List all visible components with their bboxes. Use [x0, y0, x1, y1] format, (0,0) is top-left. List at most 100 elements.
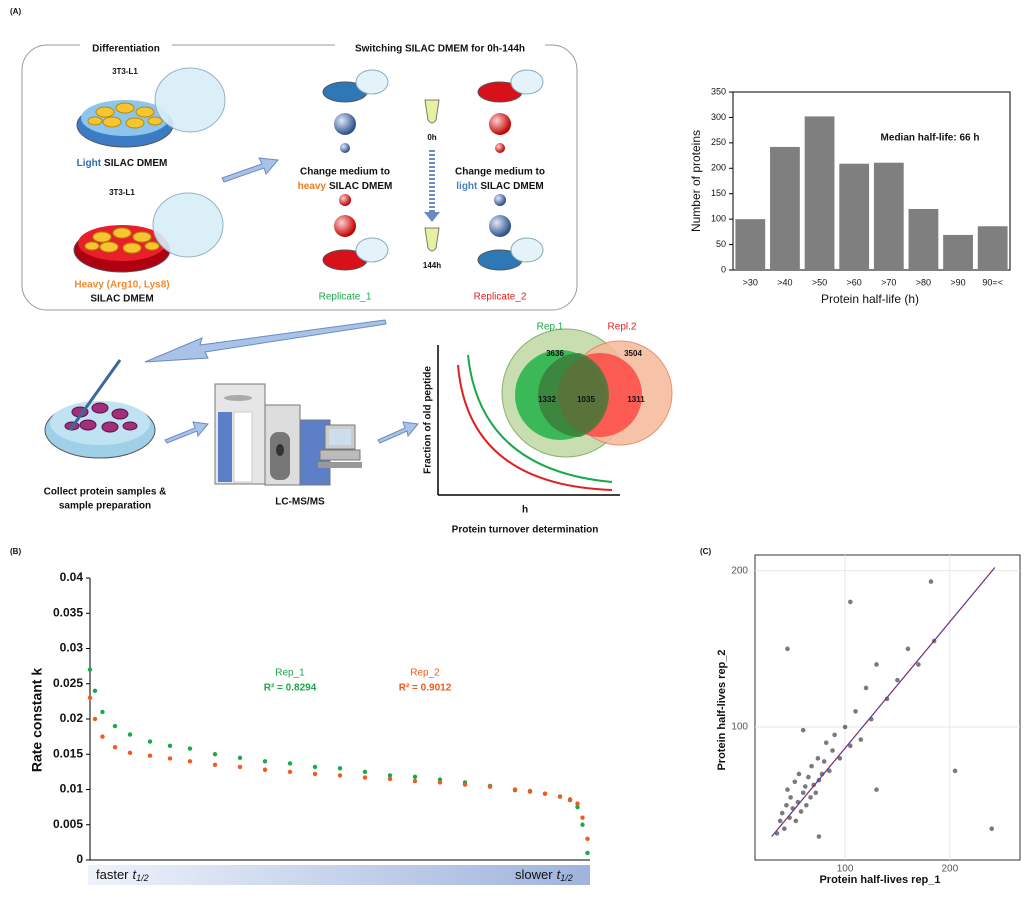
- point: [800, 727, 806, 733]
- point: [928, 579, 934, 584]
- x-tick-label: >70: [881, 277, 896, 287]
- text: light SILAC DMEM: [456, 181, 543, 192]
- arrow: [221, 157, 279, 183]
- point: [848, 743, 853, 749]
- point: [848, 599, 853, 605]
- point: [788, 795, 793, 800]
- y-tick-label: 0: [76, 852, 83, 866]
- x-tick-label: >80: [916, 277, 931, 287]
- text: heavy: [298, 181, 327, 192]
- point: [312, 771, 318, 777]
- point: [895, 677, 900, 683]
- point: [580, 822, 585, 827]
- venn-count: 3504: [624, 349, 642, 358]
- panel-a: (A) Differentiation Switching SILAC DMEM…: [10, 7, 673, 536]
- x-tick-label: 90=<: [982, 277, 1003, 287]
- point: [412, 778, 418, 784]
- point: [462, 782, 468, 787]
- text: h: [522, 505, 528, 516]
- point: [784, 802, 789, 808]
- y-axis-label: Number of proteins: [689, 130, 703, 232]
- y-axis-label: Protein half-lives rep_2: [716, 649, 728, 770]
- text: Light SILAC DMEM: [77, 158, 168, 169]
- point: [575, 801, 580, 806]
- point: [127, 732, 133, 737]
- text: Collect protein samples &: [44, 487, 167, 498]
- point: [792, 779, 798, 785]
- point: [312, 764, 318, 770]
- point: [782, 826, 787, 832]
- point: [167, 743, 173, 748]
- y-tick-label: 200: [731, 565, 748, 576]
- point: [802, 784, 808, 789]
- text: SILAC DMEM: [329, 181, 392, 192]
- arrow: [377, 421, 419, 444]
- y-tick-label: 0.025: [53, 676, 83, 690]
- text: Switching SILAC DMEM for 0h-144h: [355, 44, 525, 55]
- bar: [943, 234, 973, 270]
- point: [809, 763, 814, 769]
- y-tick-label: 0.02: [60, 711, 84, 725]
- y-tick-label: 300: [711, 112, 726, 122]
- y-tick-label: 0: [721, 264, 726, 274]
- y-tick-label: 0.04: [60, 570, 84, 584]
- point: [863, 685, 869, 691]
- point: [785, 646, 790, 652]
- text: Protein turnover determination: [452, 525, 599, 536]
- point: [567, 797, 573, 802]
- point: [808, 795, 813, 800]
- y-tick-label: 0.03: [60, 641, 84, 655]
- point: [777, 818, 783, 824]
- point: [287, 761, 293, 766]
- point: [832, 732, 837, 738]
- text: 144h: [423, 261, 441, 270]
- text: light: [456, 181, 478, 192]
- point: [853, 709, 858, 714]
- speed-label: faster t1/2: [96, 867, 149, 883]
- y-tick-label: 350: [711, 86, 726, 96]
- speed-bar: [88, 865, 590, 885]
- text: faster: [96, 867, 129, 882]
- point: [287, 769, 293, 775]
- point: [212, 762, 218, 768]
- series-name: Rep_1: [275, 668, 305, 679]
- point: [542, 791, 548, 796]
- y-axis-label: Rate constant k: [29, 668, 45, 772]
- y-tick-label: 100: [711, 214, 726, 224]
- arrow: [164, 421, 209, 444]
- point: [412, 774, 418, 780]
- series-r2: R² = 0.9012: [399, 683, 452, 694]
- text: Light: [77, 158, 102, 169]
- venn: [501, 328, 673, 458]
- point: [237, 764, 243, 770]
- point: [262, 767, 268, 772]
- collect-dish: [44, 359, 156, 459]
- bar: [770, 146, 800, 270]
- point: [167, 756, 173, 761]
- point: [87, 667, 93, 672]
- point: [262, 759, 268, 764]
- point: [437, 780, 443, 785]
- x-tick-label: >90: [950, 277, 965, 287]
- text: Change medium to: [300, 167, 390, 178]
- venn-count: 1332: [538, 395, 556, 404]
- bar: [804, 116, 835, 270]
- x-tick-label: >40: [777, 277, 792, 287]
- text: Heavy (Arg10, Lys8): [74, 280, 169, 291]
- text: 1/2: [560, 873, 573, 883]
- point: [798, 809, 804, 814]
- x-tick-label: 100: [837, 864, 854, 875]
- venn-count: 3636: [546, 349, 564, 358]
- point: [512, 787, 518, 792]
- text: 3T3-L1: [112, 67, 138, 76]
- point: [92, 716, 98, 722]
- label-bg: [335, 42, 545, 54]
- text: t: [133, 867, 138, 882]
- point: [100, 709, 105, 715]
- point: [127, 750, 133, 756]
- point: [557, 794, 563, 799]
- point: [905, 646, 911, 652]
- y-tick-label: 0.035: [53, 605, 83, 619]
- point: [112, 723, 118, 729]
